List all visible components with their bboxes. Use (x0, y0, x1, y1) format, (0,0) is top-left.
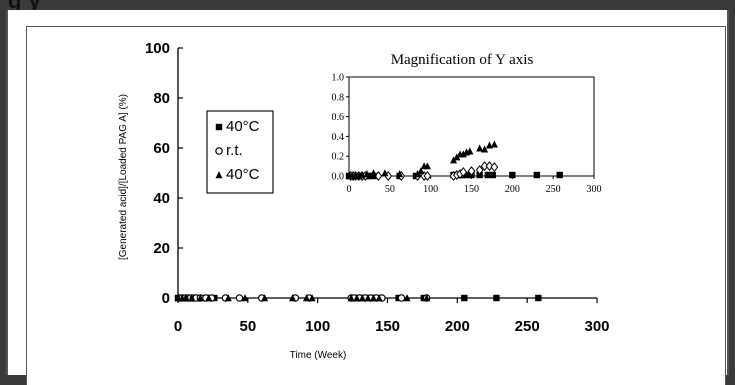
inset-y-tick-label: 0.4 (332, 132, 345, 143)
inset-point-s2 (450, 156, 458, 164)
main-point-s0 (493, 294, 500, 302)
inset-y-tick-label: 1.0 (332, 73, 345, 84)
main-point-s2 (182, 294, 190, 302)
inset-plot-area (348, 76, 595, 177)
inset-point-s2 (363, 170, 371, 178)
inset-point-s1 (475, 165, 484, 176)
main-point-s1 (397, 294, 406, 302)
inset-point-s0 (556, 171, 563, 179)
inset-x-tick-label: 250 (546, 184, 561, 195)
main-point-s2 (224, 294, 232, 302)
x-tick-label: 50 (239, 318, 256, 335)
inset-point-s0 (463, 171, 470, 179)
main-point-s1 (235, 294, 244, 302)
legend-marker (215, 147, 223, 155)
inset-point-s2 (417, 167, 425, 175)
inset-point-s2 (414, 170, 422, 178)
inset-point-s1 (423, 171, 432, 181)
header-title-fragment: g y (8, 0, 41, 10)
y-tick-label: 40 (153, 190, 170, 207)
inset-y-tick-label: 0.8 (332, 92, 345, 103)
inset-point-s1 (374, 171, 383, 181)
inset-point-s2 (481, 145, 489, 153)
inset-point-s2 (358, 171, 366, 179)
y-tick-label: 0 (162, 290, 170, 307)
inset-point-s0 (509, 171, 516, 179)
main-point-s2 (353, 294, 361, 302)
main-point-s2 (188, 294, 196, 302)
main-point-s2 (289, 294, 297, 302)
inset-point-s1 (490, 162, 499, 173)
main-axes: 0 20 40 60 80 100 0 50 100 150 200 250 300 (145, 40, 610, 335)
main-point-s2 (261, 294, 269, 302)
inset-point-s2 (485, 141, 493, 149)
x-tick-label: 0 (174, 318, 182, 335)
inset-point-s2 (423, 162, 431, 170)
inset-point-s2 (453, 153, 461, 161)
main-point-s2 (358, 294, 366, 302)
x-tick-label: 200 (445, 318, 470, 335)
main-point-s2 (375, 294, 383, 302)
main-point-s2 (364, 294, 372, 302)
inset-x-tick-label: 0 (347, 184, 352, 195)
inset-point-s2 (476, 144, 484, 152)
figure-panel (6, 10, 729, 385)
inset-point-s1 (485, 161, 494, 172)
legend-label: r.t. (226, 142, 243, 159)
inset-point-s0 (489, 171, 496, 179)
inset-x-tick-label: 200 (505, 184, 520, 195)
main-point-s2 (423, 294, 431, 302)
inset-point-s2 (490, 140, 498, 148)
y-tick-label: 60 (153, 140, 170, 157)
inset-chart: 0.0 0.2 0.4 0.6 0.8 1.0 0 50 100 150 200 250 300 (332, 73, 602, 196)
inset-point-s0 (484, 171, 492, 179)
inset-point-s2 (369, 169, 378, 177)
main-marks (174, 294, 542, 302)
main-point-s0 (535, 294, 542, 302)
inset-point-s0 (533, 171, 541, 179)
inset-point-s2 (466, 147, 474, 155)
inset-x-tick-label: 100 (423, 184, 438, 195)
chart-frame (26, 26, 726, 385)
y-tick-label: 20 (153, 240, 170, 257)
main-point-s2 (403, 294, 411, 302)
inset-x-tick-label: 300 (587, 184, 602, 195)
main-point-s2 (370, 294, 378, 302)
main-point-s2 (205, 294, 213, 302)
inset-point-s2 (381, 169, 389, 177)
inset-y-tick-label: 0.2 (332, 152, 345, 163)
main-point-s2 (347, 294, 355, 302)
legend-label: 40°C (226, 166, 260, 183)
main-point-s2 (196, 294, 204, 302)
inset-point-s1 (467, 166, 476, 177)
x-tick-label: 250 (515, 318, 540, 335)
main-point-s2 (241, 294, 249, 302)
legend: 40°C r.t. 40°C (206, 110, 274, 194)
inset-y-tick-label: 0.6 (332, 112, 345, 123)
x-axis-label: Time (Week) (290, 350, 347, 361)
y-tick-label: 80 (153, 90, 170, 107)
inset-point-s1 (480, 161, 489, 172)
inset-x-tick-label: 150 (464, 184, 479, 195)
main-point-s2 (308, 294, 316, 302)
y-axis-label: [Generated acid]/[Loaded PAG A] (%) (118, 94, 129, 260)
legend-marker (215, 123, 223, 131)
inset-point-s2 (459, 150, 467, 158)
inset-point-s2 (396, 170, 404, 178)
y-tick-label: 100 (145, 40, 170, 57)
x-tick-label: 150 (375, 318, 400, 335)
inset-y-tick-label: 0.0 (332, 172, 345, 183)
inset-x-tick-label: 50 (385, 184, 395, 195)
legend-marker (215, 171, 223, 179)
inset-point-s1 (459, 167, 468, 178)
x-tick-label: 300 (584, 318, 609, 335)
x-tick-label: 100 (305, 318, 330, 335)
main-point-s0 (461, 294, 468, 302)
legend-label: 40°C (226, 118, 260, 135)
inset-title: Magnification of Y axis (391, 52, 534, 68)
header-strip: g y (0, 0, 735, 10)
main-point-s2 (302, 294, 311, 302)
